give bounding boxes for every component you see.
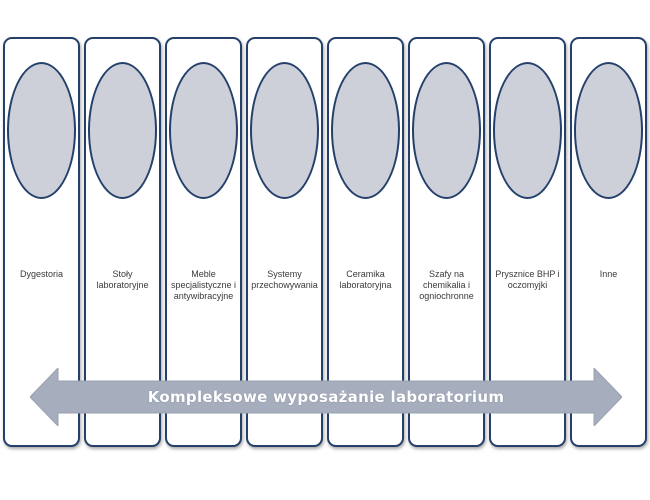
column-stoly-laboratoryjne: Stoły laboratoryjne <box>84 37 161 447</box>
column-szafy-na-chemikalia: Szafy na chemikalia i ogniochronne <box>408 37 485 447</box>
column-oval <box>412 62 481 199</box>
column-label: Szafy na chemikalia i ogniochronne <box>419 269 474 301</box>
column-label: Inne <box>599 269 618 279</box>
column-oval <box>169 62 238 199</box>
column-oval <box>331 62 400 199</box>
column-dygestoria: Dygestoria <box>3 37 80 447</box>
column-label: Ceramika laboratoryjna <box>339 269 392 290</box>
column-label: Prysznice BHP i oczomyjki <box>495 269 560 290</box>
double-arrow-polygon <box>30 368 622 426</box>
column-oval <box>7 62 76 199</box>
column-ceramika-laboratoryjna: Ceramika laboratoryjna <box>327 37 404 447</box>
column-prysznice-bhp: Prysznice BHP i oczomyjki <box>489 37 566 447</box>
column-oval <box>88 62 157 199</box>
column-label: Meble specjalistyczne i antywibracyjne <box>170 269 237 301</box>
column-label: Systemy przechowywania <box>251 269 318 290</box>
column-label: Dygestoria <box>19 269 64 279</box>
double-arrow-banner: Kompleksowe wyposażanie laboratorium <box>30 368 622 426</box>
column-inne: Inne <box>570 37 647 447</box>
column-label: Stoły laboratoryjne <box>96 269 149 290</box>
column-systemy-przechowywania: Systemy przechowywania <box>246 37 323 447</box>
column-meble-specjalistyczne: Meble specjalistyczne i antywibracyjne <box>165 37 242 447</box>
column-oval <box>250 62 319 199</box>
column-oval <box>493 62 562 199</box>
column-oval <box>574 62 643 199</box>
arrow-label: Kompleksowe wyposażanie laboratorium <box>147 388 505 406</box>
double-arrow-shape <box>30 368 622 426</box>
